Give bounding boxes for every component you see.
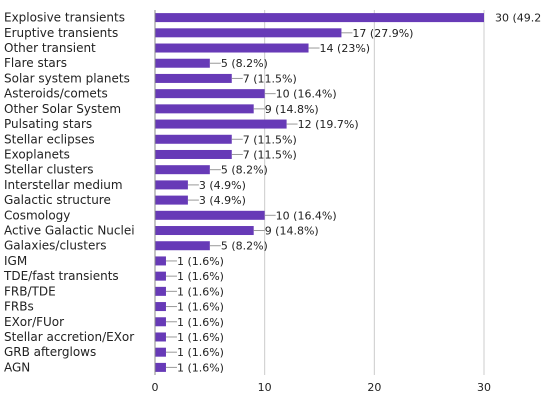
category-label: Asteroids/comets: [4, 87, 108, 101]
bar: [155, 180, 188, 190]
label-connectors: [165, 32, 353, 368]
category-label: Solar system planets: [4, 71, 130, 85]
category-label: Active Galactic Nuclei: [4, 224, 135, 238]
bar: [155, 119, 287, 129]
bars: [155, 13, 484, 372]
data-label: 5 (8.2%): [221, 57, 268, 70]
category-label: FRBs: [4, 300, 34, 314]
x-tick-label: 10: [258, 381, 272, 394]
category-label: Pulsating stars: [4, 117, 92, 131]
category-label: FRB/TDE: [4, 284, 56, 298]
category-label: Interstellar medium: [4, 178, 123, 192]
data-label: 1 (1.6%): [177, 346, 224, 359]
bar: [155, 256, 166, 266]
data-label: 1 (1.6%): [177, 301, 224, 314]
data-label: 3 (4.9%): [199, 179, 246, 192]
category-label: Stellar eclipses: [4, 132, 95, 146]
bar: [155, 362, 166, 372]
bar: [155, 195, 188, 205]
bar: [155, 13, 484, 23]
data-label: 10 (16.4%): [276, 88, 337, 101]
data-label: 9 (14.8%): [265, 225, 319, 238]
data-label: 12 (19.7%): [298, 118, 359, 131]
bar: [155, 149, 232, 159]
bar: [155, 226, 254, 236]
x-tick-label: 0: [152, 381, 159, 394]
bar: [155, 58, 210, 68]
data-label: 30 (49.2: [495, 12, 541, 25]
x-axis-ticks: 0 10 20 30: [152, 381, 492, 394]
category-label: Other transient: [4, 41, 96, 55]
grid-lines: [264, 10, 485, 375]
bar: [155, 73, 232, 83]
bar: [155, 271, 166, 281]
data-label: 1 (1.6%): [177, 270, 224, 283]
bar: [155, 286, 166, 296]
bar: [155, 317, 166, 327]
data-label: 1 (1.6%): [177, 316, 224, 329]
bar: [155, 332, 166, 342]
category-label: Stellar clusters: [4, 163, 94, 177]
x-tick-label: 20: [367, 381, 381, 394]
bar: [155, 210, 265, 220]
data-label: 9 (14.8%): [265, 103, 319, 116]
data-label: 3 (4.9%): [199, 194, 246, 207]
category-label: AGN: [4, 360, 30, 374]
bar: [155, 165, 210, 175]
data-label: 1 (1.6%): [177, 285, 224, 298]
x-tick-label: 30: [477, 381, 491, 394]
bar: [155, 241, 210, 251]
category-label: TDE/fast transients: [3, 269, 119, 283]
data-label: 7 (11.5%): [243, 133, 297, 146]
category-label: Cosmology: [4, 208, 70, 222]
category-label: Eruptive transients: [4, 26, 118, 40]
category-label: IGM: [4, 254, 27, 268]
category-label: Flare stars: [4, 56, 67, 70]
data-label: 7 (11.5%): [243, 148, 297, 161]
category-label: EXor/FUor: [4, 315, 64, 329]
category-label: Stellar accretion/EXor: [4, 330, 134, 344]
data-label: 7 (11.5%): [243, 72, 297, 85]
category-label: GRB afterglows: [4, 345, 96, 359]
data-labels: 30 (49.2 17 (27.9%) 14 (23%) 5 (8.2%) 7 (11.…: [177, 12, 541, 375]
category-label: Exoplanets: [4, 147, 70, 161]
bar: [155, 28, 342, 38]
category-label: Galaxies/clusters: [4, 239, 107, 253]
category-label: Explosive transients: [4, 11, 125, 25]
data-label: 5 (8.2%): [221, 164, 268, 177]
data-label: 17 (27.9%): [352, 27, 413, 40]
bar: [155, 134, 232, 144]
data-label: 1 (1.6%): [177, 361, 224, 374]
bar: [155, 347, 166, 357]
data-label: 10 (16.4%): [276, 209, 337, 222]
data-label: 1 (1.6%): [177, 331, 224, 344]
bar: [155, 43, 309, 53]
bar: [155, 89, 265, 99]
data-label: 5 (8.2%): [221, 240, 268, 253]
category-label: Galactic structure: [4, 193, 111, 207]
data-label: 1 (1.6%): [177, 255, 224, 268]
data-label: 14 (23%): [320, 42, 371, 55]
bar: [155, 302, 166, 312]
bar: [155, 104, 254, 114]
category-label: Other Solar System: [4, 102, 121, 116]
